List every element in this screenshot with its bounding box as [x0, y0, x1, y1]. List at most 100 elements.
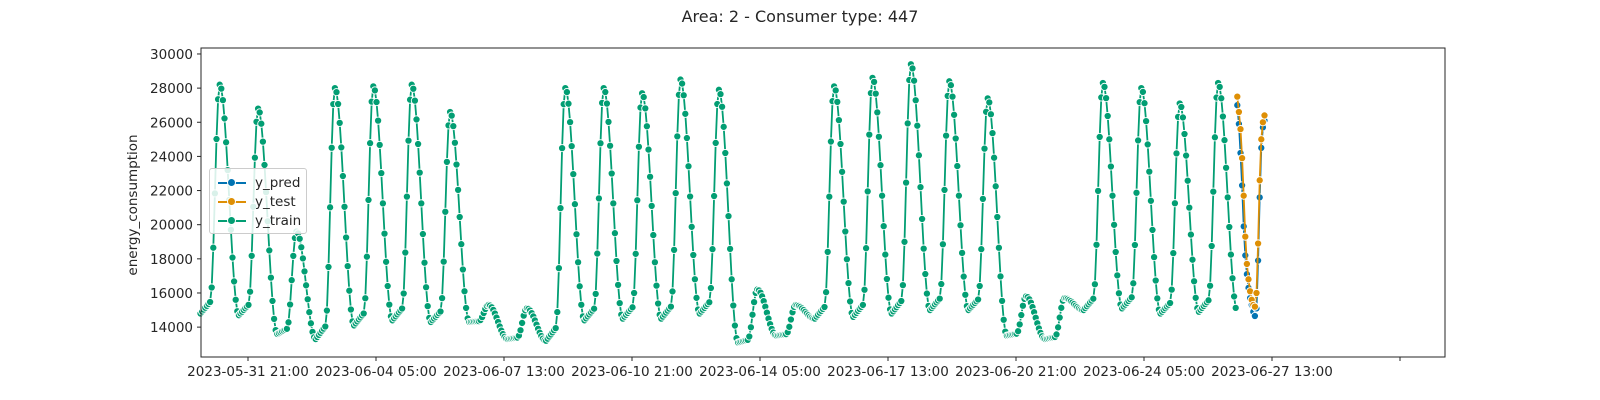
data-point-y-train — [570, 200, 579, 209]
data-point-y-train — [633, 196, 642, 205]
data-point-y-train — [1182, 151, 1191, 160]
data-point-y-train — [287, 276, 296, 285]
data-point-y-train — [556, 204, 565, 213]
data-point-y-train — [1127, 293, 1136, 302]
data-point-y-train — [366, 139, 375, 148]
data-point-y-train — [858, 300, 867, 309]
data-point-y-train — [606, 141, 615, 150]
data-point-y-train — [1180, 129, 1189, 139]
data-point-y-train — [449, 122, 458, 131]
data-point-y-train — [332, 88, 341, 97]
data-point-y-train — [422, 283, 431, 292]
data-point-y-pred — [1238, 181, 1247, 190]
data-point-y-train — [302, 281, 311, 290]
data-point-y-train — [1190, 277, 1199, 286]
data-point-y-train — [246, 287, 255, 296]
data-point-y-test — [1242, 259, 1251, 269]
data-point-y-train — [1106, 162, 1115, 171]
data-point-y-train — [975, 281, 984, 291]
data-point-y-train — [650, 258, 659, 267]
data-point-y-train — [1153, 294, 1162, 303]
x-tick-label: 2023-06-27 13:00 — [1211, 364, 1333, 380]
data-point-y-train — [988, 129, 997, 138]
y-tick-label: 20000 — [150, 218, 193, 234]
data-point-y-train — [1110, 220, 1119, 229]
data-point-y-test — [1255, 176, 1264, 185]
data-point-y-train — [1210, 133, 1219, 142]
data-point-y-train — [914, 151, 923, 160]
data-point-y-train — [1113, 271, 1122, 280]
data-point-y-train — [825, 192, 834, 201]
data-point-y-train — [614, 280, 623, 289]
data-point-y-train — [820, 302, 829, 312]
data-point-y-test — [1234, 107, 1243, 117]
data-point-y-train — [218, 96, 227, 105]
data-point-y-train — [844, 279, 853, 288]
data-point-y-train — [1018, 301, 1027, 310]
data-point-y-train — [289, 251, 298, 260]
data-point-y-train — [206, 297, 215, 307]
data-point-y-train — [607, 169, 616, 178]
data-point-y-train — [862, 244, 871, 253]
data-point-y-train — [518, 318, 527, 327]
data-point-y-train — [985, 98, 994, 107]
data-point-y-train — [362, 252, 371, 261]
data-point-y-train — [399, 289, 408, 298]
y-tick-label: 24000 — [150, 149, 193, 165]
data-point-y-train — [270, 314, 279, 323]
data-point-y-train — [1105, 135, 1114, 144]
data-point-y-train — [436, 307, 445, 316]
data-point-y-train — [948, 92, 957, 101]
data-point-y-train — [822, 288, 831, 297]
data-point-y-train — [641, 104, 650, 113]
legend: y_pred y_test y_train — [209, 168, 307, 234]
data-point-y-train — [718, 102, 727, 111]
data-point-y-train — [375, 140, 384, 149]
data-point-y-train — [876, 161, 885, 170]
data-point-y-train — [897, 296, 906, 306]
data-point-y-train — [903, 119, 912, 128]
data-point-y-train — [361, 294, 370, 303]
data-point-y-train — [460, 287, 469, 296]
data-point-y-train — [577, 300, 586, 309]
data-point-y-train — [452, 160, 461, 169]
legend-label-y-test: y_test — [255, 194, 296, 210]
data-point-y-train — [454, 185, 463, 194]
data-point-y-train — [631, 249, 640, 258]
data-point-y-train — [1215, 82, 1224, 91]
data-point-y-train — [326, 203, 335, 212]
data-point-y-train — [1183, 176, 1192, 185]
y-tick-label: 18000 — [150, 252, 193, 268]
y-tick-label: 28000 — [150, 81, 193, 97]
data-point-y-train — [1100, 82, 1109, 91]
data-point-y-train — [209, 243, 218, 252]
data-point-y-test — [1252, 288, 1261, 298]
data-point-y-train — [305, 308, 314, 317]
data-point-y-train — [990, 153, 999, 162]
y-axis: 14000 16000 18000 20000 22000 24000 26000 28000… — [150, 47, 201, 336]
data-point-y-train — [1057, 303, 1066, 312]
plot-area — [196, 60, 1269, 347]
data-point-y-train — [951, 134, 960, 143]
data-point-y-train — [1102, 94, 1111, 103]
data-point-y-train — [420, 258, 429, 267]
data-point-y-train — [863, 187, 872, 196]
data-point-y-train — [836, 139, 845, 149]
data-point-y-train — [462, 303, 471, 312]
data-point-y-train — [833, 97, 842, 106]
data-point-y-train — [878, 191, 887, 200]
data-point-y-train — [417, 199, 426, 208]
data-point-y-train — [402, 192, 411, 201]
data-point-y-train — [591, 289, 600, 298]
data-point-y-train — [649, 231, 658, 240]
plot-frame — [200, 47, 1446, 358]
data-point-y-train — [255, 108, 264, 117]
data-point-y-train — [374, 116, 383, 125]
data-point-y-train — [604, 117, 613, 126]
x-tick-label: 2023-06-04 05:00 — [315, 364, 437, 380]
data-point-y-train — [447, 111, 456, 120]
data-point-y-train — [455, 212, 464, 222]
legend-item-y-train: y_train — [218, 212, 301, 230]
data-point-y-train — [258, 137, 267, 146]
data-point-y-train — [646, 172, 655, 181]
